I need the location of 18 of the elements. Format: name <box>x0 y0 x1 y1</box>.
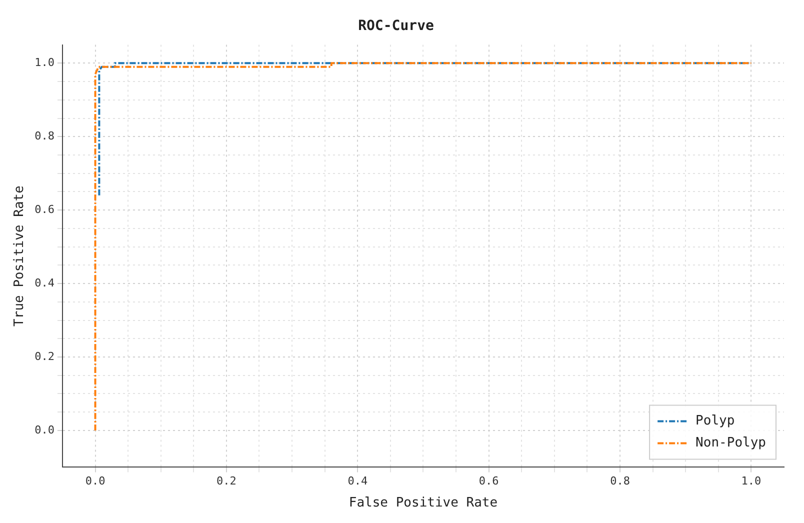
x-tick-label: 0.4 <box>348 474 368 488</box>
y-tick-label: 0.6 <box>34 202 54 216</box>
x-axis-title: False Positive Rate <box>348 496 498 511</box>
chart-title: ROC-Curve <box>358 18 434 34</box>
x-tick-label: 0.2 <box>216 474 236 488</box>
x-tick-label: 0.8 <box>610 474 630 488</box>
y-axis-title: True Positive Rate <box>12 185 28 326</box>
y-tick-label: 0.4 <box>34 276 55 290</box>
line-series <box>94 62 752 432</box>
legend-label: Polyp <box>696 414 735 429</box>
legend-label: Non-Polyp <box>696 436 766 451</box>
y-tick-label: 0.8 <box>34 129 54 142</box>
y-tick-label: 0.0 <box>34 423 54 436</box>
y-tick-label: 0.2 <box>34 350 54 363</box>
x-tick-label: 0.0 <box>85 474 106 488</box>
y-tick-label: 1.0 <box>34 56 54 70</box>
x-tick-label: 1.0 <box>741 474 762 488</box>
x-tick-label: 0.6 <box>478 474 499 488</box>
